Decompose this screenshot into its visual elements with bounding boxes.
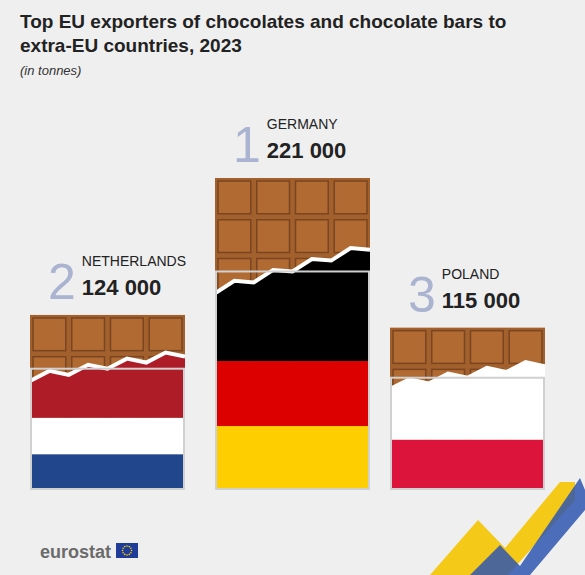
wrapper-frame bbox=[391, 378, 544, 489]
data-label: 221 000 bbox=[267, 138, 347, 163]
eu-star bbox=[128, 554, 130, 556]
eu-star bbox=[126, 554, 128, 556]
eu-star bbox=[130, 552, 132, 554]
chocolate-square bbox=[393, 331, 426, 364]
chocolate-bar bbox=[215, 178, 370, 490]
eu-star bbox=[122, 550, 124, 552]
flag-stripe bbox=[390, 362, 545, 439]
labels: 2 NETHERLANDS 124 000 1 GERMANY 221 000 3 POLAN… bbox=[48, 116, 520, 323]
chocolate-square bbox=[257, 220, 290, 253]
rank: 3 bbox=[408, 267, 436, 323]
chocolate-square bbox=[149, 318, 182, 351]
background bbox=[0, 0, 585, 575]
flag-stripe bbox=[215, 426, 370, 490]
wrapper-frame bbox=[31, 369, 184, 489]
chart-svg: Top EU exporters of chocolates and choco… bbox=[0, 0, 585, 575]
chocolate-square bbox=[296, 220, 329, 253]
eu-star bbox=[124, 546, 126, 548]
eu-star bbox=[122, 547, 124, 549]
eu-star bbox=[124, 554, 126, 556]
source: eurostat bbox=[40, 542, 111, 562]
eu-star bbox=[128, 546, 130, 548]
chocolate-bar bbox=[390, 328, 545, 490]
rank: 1 bbox=[233, 117, 261, 173]
wrapper-edge bbox=[30, 353, 185, 381]
chocolate-square bbox=[257, 181, 290, 214]
flag-stripe bbox=[30, 418, 185, 455]
chocolate-square bbox=[334, 181, 367, 214]
subtitle: (in tonnes) bbox=[20, 63, 81, 78]
category-label: NETHERLANDS bbox=[82, 253, 186, 269]
bar bbox=[390, 328, 545, 490]
chocolate-square bbox=[33, 318, 66, 351]
data-label: 115 000 bbox=[442, 288, 520, 313]
bar-detail bbox=[30, 318, 185, 490]
bars bbox=[30, 178, 545, 490]
bar-detail bbox=[390, 331, 545, 490]
eu-star bbox=[126, 545, 128, 547]
bar bbox=[215, 178, 370, 490]
rank: 2 bbox=[48, 254, 76, 310]
title: Top EU exporters of chocolates and choco… bbox=[20, 11, 506, 56]
wrapper-edge bbox=[390, 362, 545, 389]
category-label: POLAND bbox=[442, 266, 500, 282]
chocolate-square bbox=[111, 318, 144, 351]
flag-stripe bbox=[215, 248, 370, 361]
flag-stripe bbox=[215, 361, 370, 426]
bar-detail bbox=[215, 181, 370, 490]
eu-star bbox=[130, 547, 132, 549]
eu-flag bbox=[116, 543, 138, 558]
flag-stripe bbox=[30, 454, 185, 490]
chocolate-square bbox=[72, 318, 105, 351]
flag-stripe bbox=[390, 440, 545, 490]
decor-swoosh bbox=[470, 478, 585, 575]
chocolate-square bbox=[509, 331, 542, 364]
flag-stripe bbox=[30, 353, 185, 418]
eu-star bbox=[122, 552, 124, 554]
wrapper-frame bbox=[216, 271, 369, 489]
chocolate-square bbox=[432, 331, 465, 364]
chocolate-bar bbox=[30, 315, 185, 490]
chocolate-square bbox=[218, 220, 251, 253]
chart-root: Top EU exporters of chocolates and choco… bbox=[0, 0, 585, 575]
data-label: 124 000 bbox=[82, 275, 162, 300]
chocolate-square bbox=[218, 181, 251, 214]
category-label: GERMANY bbox=[267, 116, 338, 132]
chocolate-square bbox=[471, 331, 504, 364]
eu-star bbox=[131, 550, 133, 552]
chocolate-square bbox=[296, 181, 329, 214]
bar bbox=[30, 315, 185, 490]
